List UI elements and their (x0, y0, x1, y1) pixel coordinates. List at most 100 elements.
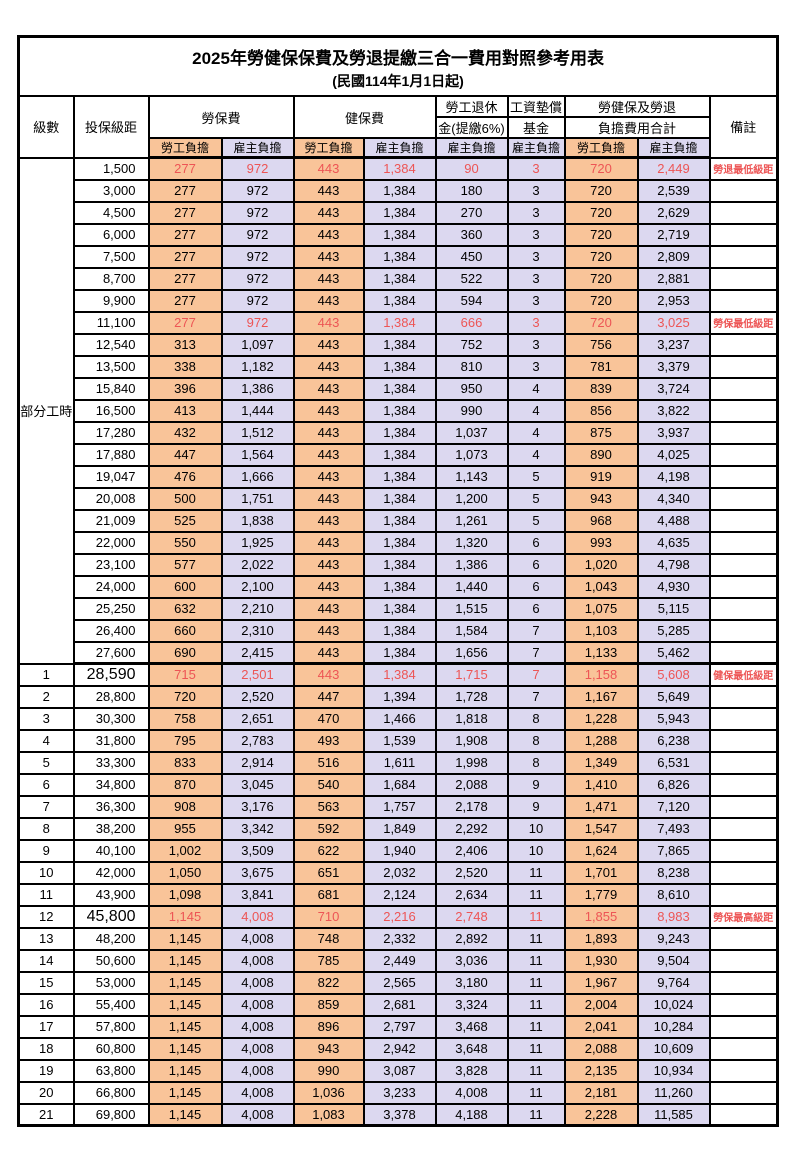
value-cell: 4,008 (434, 1080, 509, 1105)
value-cell: 5,462 (636, 640, 711, 665)
value-cell: 3,937 (636, 420, 711, 445)
header-row-3: 勞工負擔 雇主負擔 勞工負擔 雇主負擔 雇主負擔 雇主負擔 勞工負擔 雇主負擔 (19, 137, 778, 159)
value-cell: 1,037 (434, 420, 509, 445)
value-cell: 1,715 (434, 662, 509, 687)
value-cell: 4,008 (220, 948, 295, 973)
bracket-cell: 15,840 (72, 376, 150, 401)
remark-cell: 勞保最高級距 (708, 904, 779, 929)
value-cell: 990 (434, 398, 509, 423)
bracket-cell: 55,400 (72, 992, 150, 1017)
level-cell: 12 (17, 904, 75, 929)
table-row: 11,100 277 972 443 1,384 666 3 720 3,025 勞保最低級距 (19, 310, 779, 335)
value-cell: 522 (434, 266, 509, 291)
value-cell: 5,115 (636, 596, 711, 621)
table-row: 5 33,300 833 2,914 516 1,611 1,998 8 1,349 6,531 (17, 750, 779, 775)
value-cell: 1,145 (147, 926, 223, 951)
value-cell: 1,893 (563, 926, 639, 951)
value-cell: 4,008 (220, 904, 295, 929)
level-cell: 20 (17, 1080, 75, 1105)
value-cell: 1,384 (362, 398, 437, 423)
value-cell: 443 (292, 420, 365, 445)
value-cell: 1,200 (434, 486, 509, 511)
remark-cell (708, 838, 779, 863)
value-cell: 748 (292, 926, 365, 951)
remark-cell (708, 244, 779, 269)
value-cell: 2,719 (636, 222, 711, 247)
value-cell: 563 (292, 794, 365, 819)
value-cell: 594 (434, 288, 509, 313)
value-cell: 4,008 (220, 970, 295, 995)
value-cell: 90 (434, 156, 509, 181)
value-cell: 1,228 (563, 706, 639, 731)
bracket-cell: 40,100 (72, 838, 150, 863)
table-row: 17,880 447 1,564 443 1,384 1,073 4 890 4,025 (19, 442, 779, 467)
table-row: 20 66,800 1,145 4,008 1,036 3,233 4,008 11 2,181… (17, 1080, 779, 1105)
value-cell: 2,892 (434, 926, 509, 951)
value-cell: 4,340 (636, 486, 711, 511)
remark-cell (708, 376, 779, 401)
bracket-cell: 34,800 (72, 772, 150, 797)
bracket-cell: 4,500 (72, 200, 150, 225)
value-cell: 972 (220, 156, 295, 181)
value-cell: 720 (563, 310, 639, 335)
value-cell: 1,083 (292, 1102, 365, 1127)
value-cell: 4,198 (636, 464, 711, 489)
bracket-cell: 63,800 (72, 1058, 150, 1083)
table-row: 22,000 550 1,925 443 1,384 1,320 6 993 4,635 (19, 530, 779, 555)
value-cell: 3,675 (220, 860, 295, 885)
level-cell: 10 (17, 860, 75, 885)
value-cell: 2,310 (220, 618, 295, 643)
remark-cell (708, 816, 779, 841)
value-cell: 3 (506, 288, 566, 313)
value-cell: 3 (506, 310, 566, 335)
value-cell: 9 (506, 794, 566, 819)
value-cell: 1,908 (434, 728, 509, 753)
level-cell: 6 (17, 772, 75, 797)
table-row: 16 55,400 1,145 4,008 859 2,681 3,324 11 2,004 10… (17, 992, 779, 1017)
value-cell: 2,565 (362, 970, 437, 995)
remark-cell (708, 354, 779, 379)
value-cell: 720 (563, 244, 639, 269)
value-cell: 313 (147, 332, 223, 357)
value-cell: 11 (506, 860, 566, 885)
remark-cell (708, 618, 779, 643)
value-cell: 600 (147, 574, 223, 599)
value-cell: 2,228 (563, 1102, 639, 1127)
remark-cell (708, 530, 779, 555)
value-cell: 8,983 (636, 904, 711, 929)
value-cell: 2,088 (434, 772, 509, 797)
remark-cell (708, 288, 779, 313)
remark-cell (708, 178, 779, 203)
header-health-insurance: 健保費 (292, 95, 437, 139)
value-cell: 666 (434, 310, 509, 335)
level-cell: 18 (17, 1036, 75, 1061)
table-row: 18 60,800 1,145 4,008 943 2,942 3,648 11 2,088 10… (17, 1036, 779, 1061)
bracket-cell: 7,500 (72, 244, 150, 269)
value-cell: 1,145 (147, 948, 223, 973)
bracket-cell: 17,280 (72, 420, 150, 445)
remark-cell (708, 750, 779, 775)
value-cell: 3 (506, 156, 566, 181)
bracket-cell: 16,500 (72, 398, 150, 423)
title-block: 2025年勞健保保費及勞退提繳三合一費用對照參考用表 (民國114年1月1日起) (17, 35, 779, 97)
value-cell: 972 (220, 266, 295, 291)
value-cell: 3,233 (362, 1080, 437, 1105)
value-cell: 447 (147, 442, 223, 467)
value-cell: 10,934 (636, 1058, 711, 1083)
value-cell: 11,585 (636, 1102, 711, 1127)
value-cell: 2,953 (636, 288, 711, 313)
value-cell: 6 (506, 530, 566, 555)
value-cell: 1,145 (147, 1080, 223, 1105)
value-cell: 11 (506, 1102, 566, 1127)
value-cell: 6 (506, 574, 566, 599)
value-cell: 7,493 (636, 816, 711, 841)
header-pension-line1: 勞工退休 (434, 95, 509, 118)
value-cell: 476 (147, 464, 223, 489)
value-cell: 632 (147, 596, 223, 621)
value-cell: 2,748 (434, 904, 509, 929)
table-row: 21 69,800 1,145 4,008 1,083 3,378 4,188 11 2,228… (17, 1102, 779, 1127)
bracket-cell: 12,540 (72, 332, 150, 357)
value-cell: 493 (292, 728, 365, 753)
value-cell: 972 (220, 200, 295, 225)
value-cell: 7 (506, 640, 566, 665)
